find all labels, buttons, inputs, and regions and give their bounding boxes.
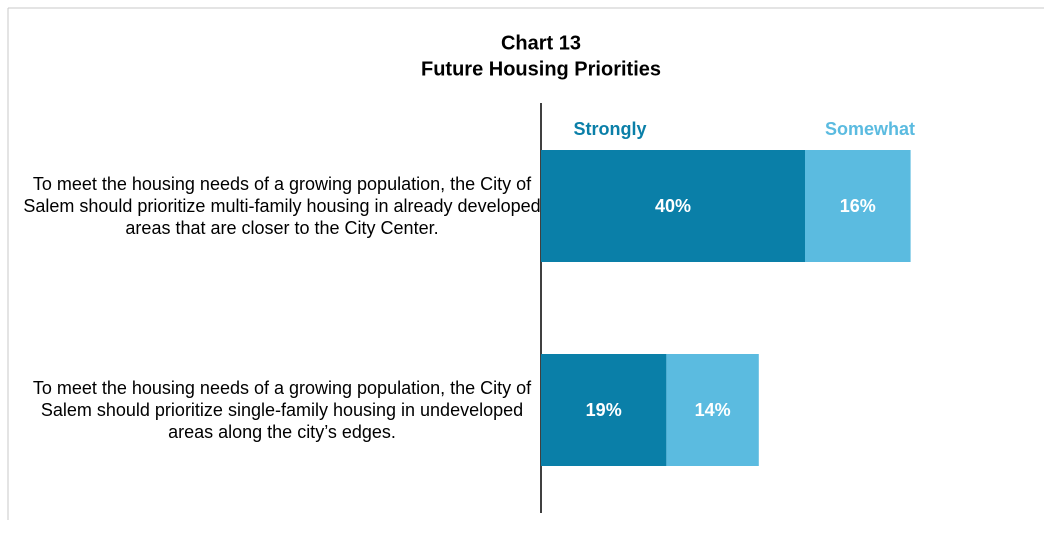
legend-label: Somewhat	[825, 119, 915, 139]
data-label: 19%	[586, 400, 622, 420]
chart-subtitle: Future Housing Priorities	[421, 58, 661, 80]
data-label: 14%	[695, 400, 731, 420]
chart-title: Chart 13	[501, 32, 581, 54]
bar-segment	[541, 354, 667, 466]
legend-label: Strongly	[573, 119, 646, 139]
bar-segment	[805, 150, 911, 262]
bar-segment	[666, 354, 759, 466]
bar-segment	[541, 150, 805, 262]
category-label: To meet the housing needs of a growing p…	[32, 378, 532, 442]
data-label: 40%	[655, 196, 691, 216]
data-label: 16%	[840, 196, 876, 216]
category-label: To meet the housing needs of a growing p…	[23, 174, 541, 238]
